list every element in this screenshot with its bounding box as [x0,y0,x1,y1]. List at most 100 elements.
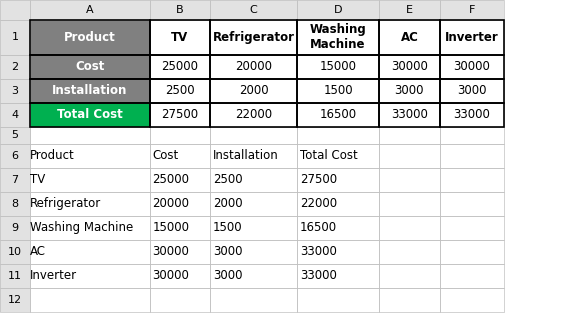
Bar [150,20,210,55]
Bar [0,55,30,79]
Bar [30,55,150,79]
Bar [297,240,379,264]
Bar [30,0,150,20]
Bar [379,216,440,240]
Bar [210,55,297,79]
Bar [30,79,150,103]
Bar [379,20,440,55]
Text: B: B [176,5,184,15]
Text: 33000: 33000 [300,269,337,282]
Bar [440,216,504,240]
Bar [210,240,297,264]
Bar [30,79,150,103]
Bar [30,103,150,127]
Bar [379,20,440,55]
Bar [150,79,210,103]
Bar [379,144,440,168]
Bar [379,20,440,55]
Bar [30,240,150,264]
Bar [30,55,150,79]
Bar [210,127,297,144]
Text: 30000: 30000 [391,60,428,73]
Bar [297,127,379,144]
Bar [379,216,440,240]
Text: 1: 1 [11,32,18,42]
Bar [30,168,150,192]
Bar [210,216,297,240]
Bar [379,192,440,216]
Bar [0,192,30,216]
Bar [150,79,210,103]
Bar [150,240,210,264]
Bar [440,127,504,144]
Bar [30,127,150,144]
Bar [440,0,504,20]
Bar [440,216,504,240]
Bar [297,240,379,264]
Bar [30,55,150,79]
Bar [379,55,440,79]
Text: E: E [406,5,413,15]
Bar [150,127,210,144]
Text: Cost: Cost [75,60,104,73]
Bar [150,79,210,103]
Bar [297,55,379,79]
Bar [150,103,210,127]
Bar [210,79,297,103]
Bar [0,192,30,216]
Bar [150,192,210,216]
Bar [150,168,210,192]
Bar [150,103,210,127]
Bar [379,0,440,20]
Bar [210,264,297,288]
Bar [150,20,210,55]
Bar [30,216,150,240]
Bar [150,55,210,79]
Bar [210,20,297,55]
Bar [30,20,150,55]
Bar [440,55,504,79]
Bar [210,192,297,216]
Bar [297,20,379,55]
Bar [297,20,379,55]
Text: 25000: 25000 [152,173,190,186]
Bar [210,103,297,127]
Text: 15000: 15000 [152,221,190,234]
Bar [210,20,297,55]
Bar [150,79,210,103]
Bar [379,288,440,312]
Bar [440,20,504,55]
Bar [0,55,30,79]
Text: Installation: Installation [213,149,279,162]
Bar [379,103,440,127]
Bar [150,216,210,240]
Bar [150,216,210,240]
Bar [150,288,210,312]
Bar [150,0,210,20]
Text: 9: 9 [11,223,18,233]
Bar [30,127,150,144]
Bar [30,79,150,103]
Bar [0,216,30,240]
Text: 25000: 25000 [162,60,198,73]
Bar [30,288,150,312]
Bar [0,144,30,168]
Bar [210,79,297,103]
Bar [379,0,440,20]
Text: 3000: 3000 [213,269,243,282]
Text: TV: TV [30,173,45,186]
Bar [297,20,379,55]
Text: 27500: 27500 [161,109,199,121]
Text: 16500: 16500 [300,221,337,234]
Bar [210,103,297,127]
Bar [379,79,440,103]
Text: Total Cost: Total Cost [300,149,357,162]
Bar [0,240,30,264]
Text: 15000: 15000 [320,60,356,73]
Bar [0,264,30,288]
Text: 3000: 3000 [213,245,243,258]
Text: Product: Product [30,149,74,162]
Bar [210,168,297,192]
Bar [379,103,440,127]
Bar [297,216,379,240]
